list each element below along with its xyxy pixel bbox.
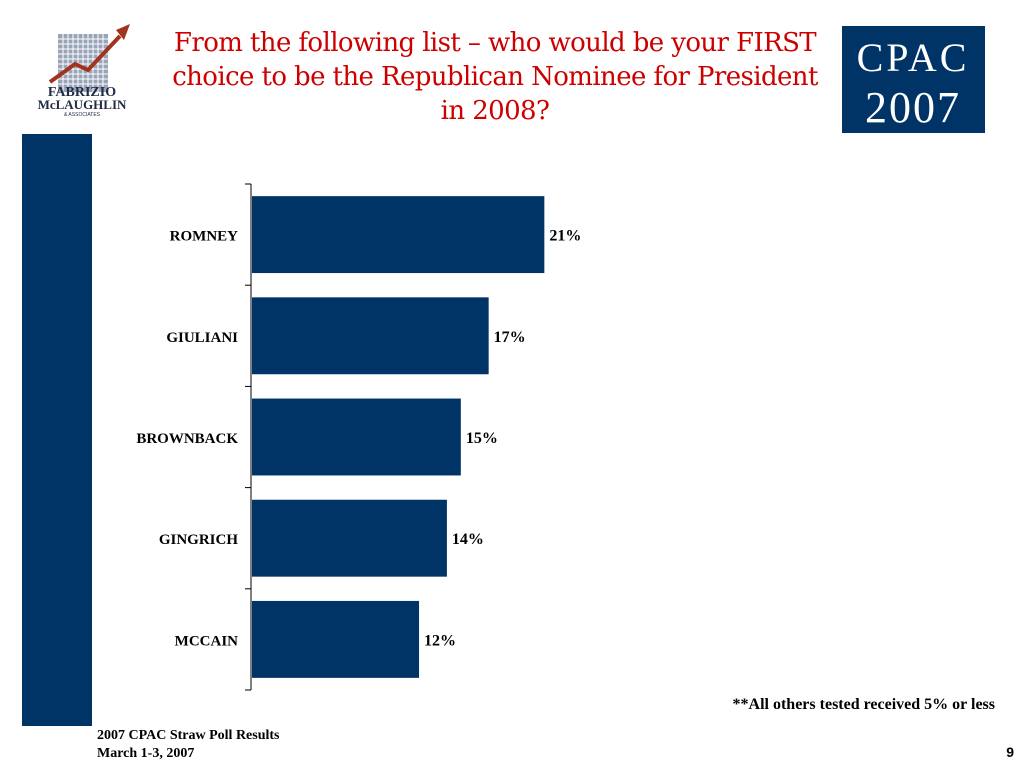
- data-label: 15%: [466, 430, 498, 447]
- category-label: BROWNBACK: [136, 431, 238, 447]
- cpac-logo-line-2: 2007: [865, 83, 961, 132]
- category-label: ROMNEY: [170, 229, 238, 245]
- data-label: 12%: [424, 632, 456, 649]
- data-label: 21%: [549, 228, 581, 245]
- bar-giuliani: [252, 297, 489, 375]
- category-label: MCCAIN: [175, 633, 238, 649]
- footnote: **All others tested received 5% or less: [732, 696, 995, 713]
- bar-gingrich: [252, 499, 447, 577]
- cpac-logo-background: [842, 26, 985, 133]
- bar-brownback: [252, 398, 461, 476]
- logo-arrow: [48, 34, 122, 84]
- footer: 2007 CPAC Straw Poll Results March 1-3, …: [97, 727, 280, 763]
- chart-title: From the following list – who would be y…: [172, 28, 818, 126]
- category-label: GINGRICH: [159, 532, 239, 548]
- bar-romney: [252, 196, 545, 274]
- footer-line-2: March 1-3, 2007: [97, 746, 195, 761]
- chart-bars: ROMNEY 21% GIULIANI 17% BROWNBACK 15% GINGRICH…: [136, 196, 581, 678]
- cpac-logo-line-1: CPAC: [857, 35, 970, 80]
- page-number: 9: [1006, 744, 1014, 760]
- left-accent-bar: [22, 134, 92, 726]
- logo-line-3: & ASSOCIATES: [64, 112, 101, 118]
- logo-arrow-head: [116, 24, 130, 40]
- fabrizio-mclaughlin-logo: FABRIZIO McLAUGHLIN & ASSOCIATES: [38, 24, 130, 118]
- chart-axis: [245, 183, 252, 691]
- data-label: 17%: [494, 329, 526, 346]
- logo-line-2: McLAUGHLIN: [38, 97, 127, 112]
- category-label: GIULIANI: [166, 330, 238, 346]
- bar-mccain: [252, 600, 420, 678]
- logo-line-1: FABRIZIO: [48, 85, 116, 100]
- data-label: 14%: [452, 531, 484, 548]
- footer-line-1: 2007 CPAC Straw Poll Results: [97, 728, 280, 743]
- cpac-2007-logo: CPAC 2007: [842, 26, 985, 133]
